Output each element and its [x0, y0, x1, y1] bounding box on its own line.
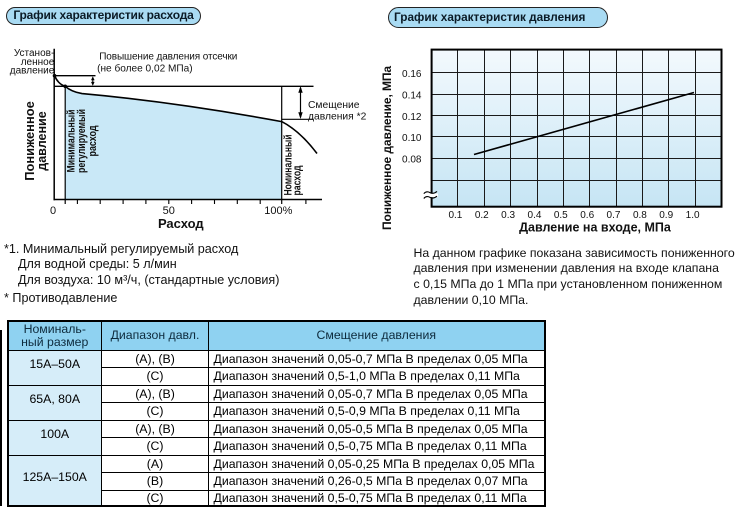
svg-text:Давление на входе, МПа: Давление на входе, МПа [519, 220, 672, 234]
svg-text:0.6: 0.6 [580, 210, 594, 221]
svg-text:1.0: 1.0 [686, 210, 700, 221]
svg-text:Пониженное: Пониженное [22, 101, 37, 181]
svg-text:Номинальный: Номинальный [283, 135, 295, 196]
svg-text:0.2: 0.2 [475, 210, 489, 221]
svg-text:0.8: 0.8 [633, 210, 647, 221]
svg-text:давление: давление [34, 111, 49, 171]
svg-text:регулируемый: регулируемый [76, 109, 88, 173]
svg-text:0.1: 0.1 [448, 210, 462, 221]
svg-text:Повышение давления отсечки: Повышение давления отсечки [99, 52, 237, 63]
svg-text:0.7: 0.7 [607, 210, 621, 221]
svg-text:давления *2: давления *2 [308, 112, 367, 123]
svg-text:0.5: 0.5 [554, 210, 568, 221]
svg-text:Минимальный: Минимальный [65, 110, 77, 173]
svg-text:давление: давление [10, 66, 55, 77]
svg-text:ленное: ленное [21, 57, 55, 68]
svg-text:0.9: 0.9 [659, 210, 673, 221]
svg-text:0.08: 0.08 [402, 155, 422, 166]
svg-text:расход: расход [87, 125, 99, 156]
svg-text:расход: расход [292, 165, 304, 195]
svg-text:0.3: 0.3 [501, 210, 515, 221]
svg-text:0.14: 0.14 [402, 90, 422, 101]
svg-text:Расход: Расход [158, 216, 204, 231]
svg-text:Установ-: Установ- [14, 48, 54, 59]
svg-text:0.4: 0.4 [528, 210, 542, 221]
svg-text:Пониженное давление, МПа: Пониженное давление, МПа [380, 66, 394, 230]
svg-text:0.12: 0.12 [402, 112, 422, 123]
svg-text:0.16: 0.16 [402, 69, 422, 80]
svg-text:0.10: 0.10 [402, 133, 422, 144]
svg-text:50: 50 [163, 205, 175, 217]
svg-text:(не более 0,02 МПа): (не более 0,02 МПа) [97, 62, 193, 74]
svg-text:Смещение: Смещение [308, 100, 360, 111]
svg-text:0: 0 [50, 205, 56, 217]
svg-text:100%: 100% [264, 205, 292, 217]
